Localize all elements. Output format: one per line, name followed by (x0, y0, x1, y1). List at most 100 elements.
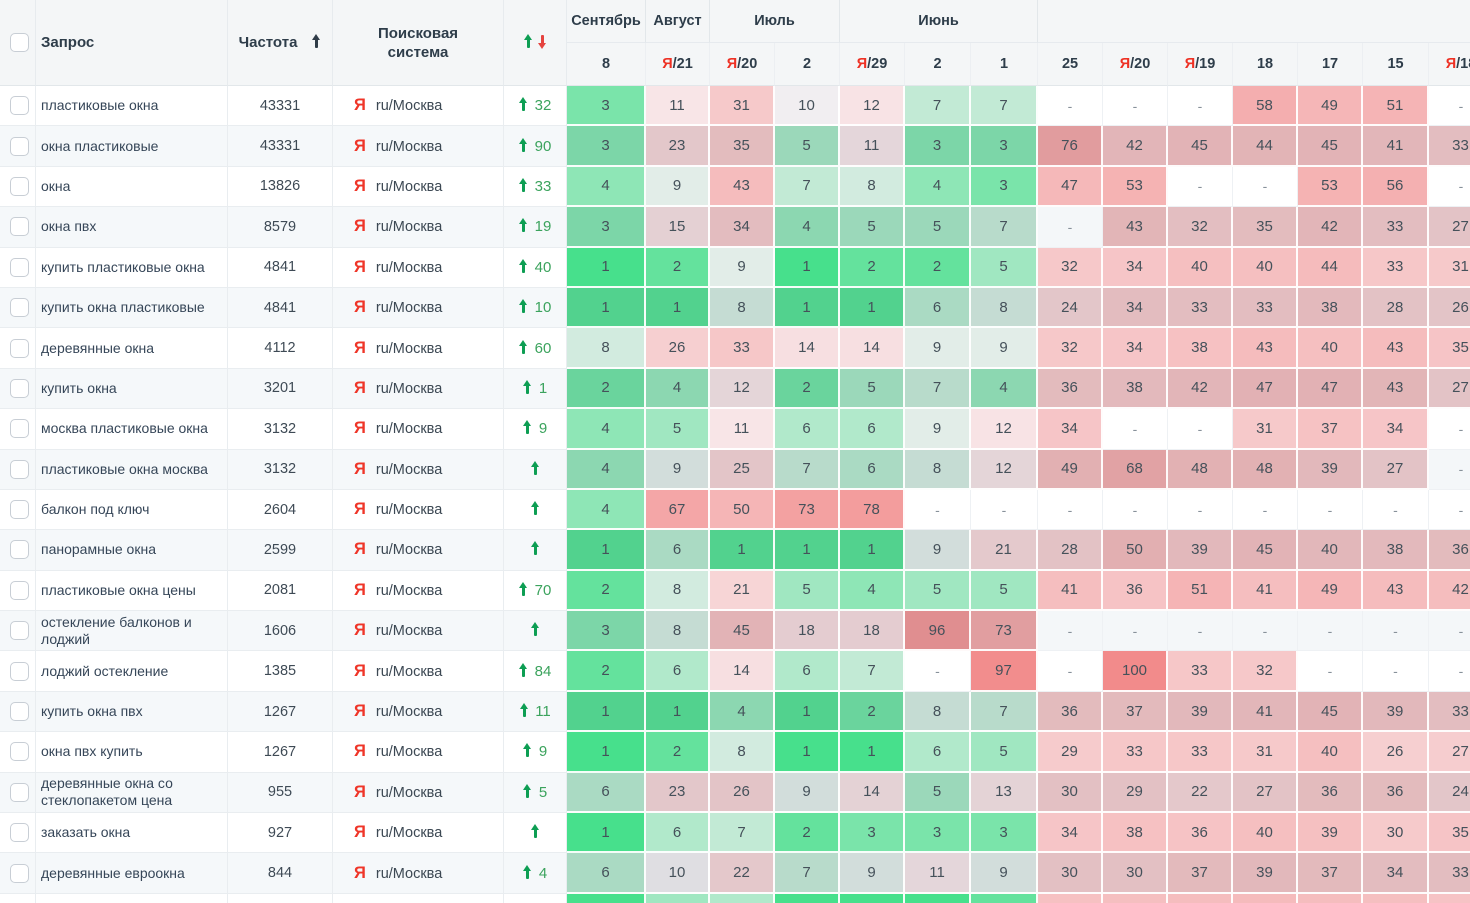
date-header[interactable]: 25 (1038, 43, 1104, 86)
position-cell: 36 (1429, 893, 1470, 903)
row-checkbox[interactable] (10, 96, 29, 116)
row-checkbox[interactable] (10, 378, 29, 398)
up-arrow-icon (523, 379, 533, 394)
position-cell: 47 (1233, 368, 1299, 410)
date-header[interactable]: 2 (775, 43, 841, 86)
up-arrow-icon (519, 137, 529, 152)
date-header[interactable]: Я/20 (1103, 43, 1169, 86)
position-cell: 50 (1103, 530, 1169, 571)
position-cell: - (971, 489, 1039, 531)
frequency-header-label: Частота (238, 34, 298, 51)
position-cell: 3 (567, 207, 646, 248)
position-cell: 34 (1103, 287, 1169, 329)
position-cell: 32 (1038, 328, 1104, 369)
position-cell: 1 (775, 732, 841, 773)
date-header[interactable]: 18 (1233, 43, 1299, 86)
checkbox-cell (0, 651, 36, 692)
position-cell: 7 (971, 86, 1039, 127)
date-header[interactable]: Я/18 (1429, 43, 1470, 86)
row-checkbox[interactable] (10, 742, 29, 762)
row-checkbox[interactable] (10, 580, 29, 600)
date-header[interactable]: Я/21 (646, 43, 710, 86)
row-checkbox[interactable] (10, 459, 29, 479)
position-cell: - (1429, 651, 1470, 692)
row-checkbox[interactable] (10, 176, 29, 196)
column-header-change[interactable] (504, 0, 567, 86)
position-cell: 68 (1103, 449, 1169, 490)
query-cell: пластиковые окна москва (36, 449, 228, 490)
frequency-cell: 1606 (228, 611, 333, 652)
row-checkbox[interactable] (10, 298, 29, 318)
position-cell: 11 (905, 853, 972, 894)
date-header[interactable]: 2 (905, 43, 972, 86)
position-cell: 34 (1103, 247, 1169, 288)
position-cell: 11 (710, 409, 775, 450)
row-checkbox[interactable] (10, 540, 29, 560)
position-cell: 4 (775, 207, 841, 248)
row-checkbox[interactable] (10, 217, 29, 237)
row-checkbox[interactable] (10, 500, 29, 520)
engine-label: ru/Москва (375, 784, 443, 801)
row-checkbox[interactable] (10, 702, 29, 722)
engine-label: ru/Москва (375, 542, 443, 559)
month-header: Сентябрь (567, 0, 646, 43)
position-cell: 27 (1233, 772, 1299, 814)
engine-label: ru/Москва (375, 98, 443, 115)
date-header[interactable]: Я/19 (1168, 43, 1234, 86)
row-checkbox[interactable] (10, 621, 29, 641)
position-cell: 26 (1363, 732, 1430, 773)
row-checkbox[interactable] (10, 863, 29, 883)
select-all-checkbox[interactable] (10, 33, 29, 52)
position-cell: 31 (710, 86, 775, 127)
engine-label: ru/Москва (375, 219, 443, 236)
date-header[interactable]: 15 (1363, 43, 1430, 86)
date-header[interactable]: Я/29 (840, 43, 906, 86)
checkbox-cell (0, 691, 36, 733)
row-checkbox[interactable] (10, 823, 29, 843)
position-cell: - (1429, 167, 1470, 208)
position-cell: 32 (1233, 651, 1299, 692)
position-cell: 6 (905, 287, 972, 329)
query-cell: пластиковые окна цены (36, 570, 228, 612)
engine-header-label: Поисковая система (377, 24, 459, 61)
position-cell: 18 (840, 611, 906, 652)
row-checkbox[interactable] (10, 661, 29, 681)
column-header-frequency[interactable]: Частота (228, 0, 333, 86)
position-cell: - (1103, 409, 1169, 450)
row-checkbox[interactable] (10, 782, 29, 802)
frequency-cell: 4841 (228, 247, 333, 288)
column-header-query[interactable]: Запрос (36, 0, 228, 86)
position-cell: 5 (646, 409, 710, 450)
position-cell: 37 (1168, 853, 1234, 894)
checkbox-cell (0, 449, 36, 490)
position-cell: 1 (775, 247, 841, 288)
position-cell: 53 (1298, 166, 1364, 208)
position-cell: - (1168, 409, 1234, 450)
checkbox-cell (0, 893, 36, 903)
position-cell: 45 (710, 611, 775, 652)
date-header[interactable]: Я/20 (710, 43, 775, 86)
position-cell: 5 (971, 570, 1039, 612)
position-cell: 14 (710, 651, 775, 692)
position-cell: - (1038, 207, 1104, 248)
row-checkbox[interactable] (10, 419, 29, 439)
position-cell: - (1103, 611, 1169, 652)
frequency-cell: 2599 (228, 530, 333, 571)
date-header[interactable]: 17 (1298, 43, 1364, 86)
frequency-cell: 3132 (228, 449, 333, 490)
date-header[interactable]: 1 (971, 43, 1039, 86)
position-cell: 44 (1298, 247, 1364, 288)
date-header[interactable]: 8 (567, 43, 646, 86)
row-checkbox[interactable] (10, 136, 29, 156)
change-cell (504, 449, 567, 490)
position-cell: - (1168, 86, 1234, 127)
row-checkbox[interactable] (10, 338, 29, 358)
row-checkbox[interactable] (10, 257, 29, 277)
